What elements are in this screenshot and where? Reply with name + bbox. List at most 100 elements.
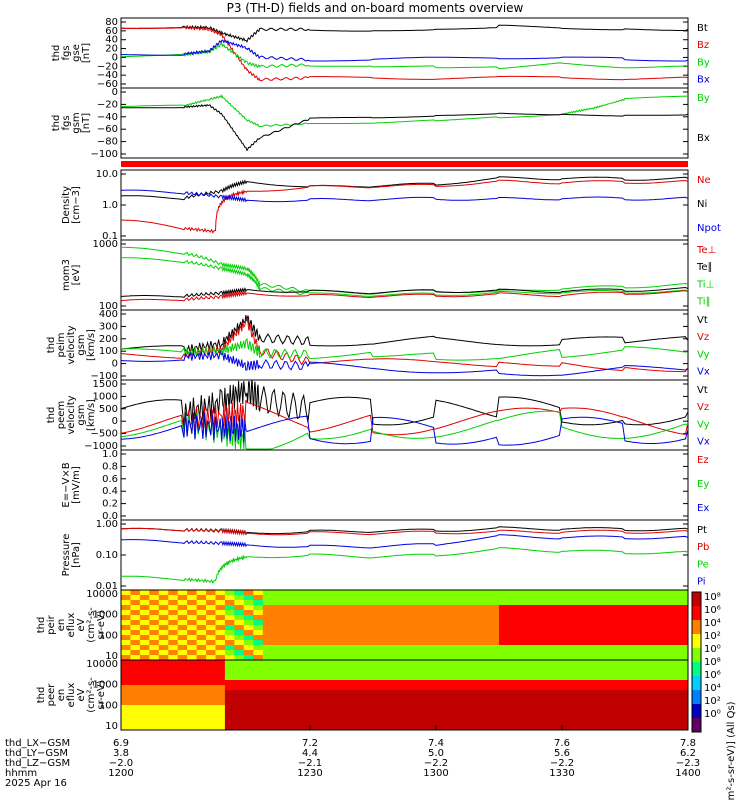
spectrogram-cell xyxy=(262,680,273,686)
spectrogram-cell xyxy=(669,700,679,706)
spectrogram-cell xyxy=(669,670,679,676)
spectrogram-cell xyxy=(215,640,226,646)
spectrogram-cell xyxy=(631,610,642,616)
spectrogram-cell xyxy=(432,675,443,681)
spectrogram-cell xyxy=(357,605,368,611)
spectrogram-cell xyxy=(187,655,197,661)
spectrogram-cell xyxy=(121,720,131,726)
spectrogram-cell xyxy=(385,685,396,691)
colorbar-cell xyxy=(692,676,701,679)
spectrogram-cell xyxy=(678,605,689,611)
series-Te∥ xyxy=(120,286,689,298)
spectrogram-cell xyxy=(593,625,604,631)
spectrogram-cell xyxy=(451,655,462,661)
spectrogram-cell xyxy=(385,715,396,721)
spectrogram-cell xyxy=(480,610,490,616)
spectrogram-cell xyxy=(338,605,349,611)
spectrogram-cell xyxy=(659,605,670,611)
spectrogram-cell xyxy=(612,635,623,641)
spectrogram-cell xyxy=(536,695,547,701)
spectrogram-cell xyxy=(385,600,396,606)
spectrogram-cell xyxy=(262,645,273,651)
spectrogram-cell xyxy=(584,710,594,716)
spectrogram-cell xyxy=(224,635,235,641)
spectrogram-cell xyxy=(650,610,661,616)
spectrogram-cell xyxy=(413,615,424,621)
spectrogram-cell xyxy=(319,605,330,611)
spectrogram-cell xyxy=(536,650,547,656)
legend-Ti∥: Ti∥ xyxy=(696,296,711,307)
spectrogram-cell xyxy=(565,660,575,666)
spectrogram-cell xyxy=(215,600,226,606)
spectrogram-cell xyxy=(640,705,651,711)
spectrogram-cell xyxy=(395,705,405,711)
spectrogram-cell xyxy=(395,605,405,611)
spectrogram-cell xyxy=(385,615,396,621)
spectrogram-cell xyxy=(574,635,585,641)
spectrogram-cell xyxy=(149,615,160,621)
x-row-label: thd_LX−GSM xyxy=(5,738,70,749)
spectrogram-cell xyxy=(640,615,651,621)
colorbar-cell xyxy=(692,644,701,647)
spectrogram-cell xyxy=(224,695,235,701)
spectrogram-cell xyxy=(593,720,604,726)
y-tick-label: −20 xyxy=(97,99,118,110)
spectrogram-cell xyxy=(319,710,330,716)
spectrogram-cell xyxy=(621,690,632,696)
spectrogram-cell xyxy=(357,650,368,656)
spectrogram-cell xyxy=(281,685,292,691)
series-Pb xyxy=(120,527,689,536)
colorbar-tick-label: 10⁴ xyxy=(704,618,721,629)
spectrogram-cell xyxy=(555,670,566,676)
y-tick-label: 0 xyxy=(112,87,118,98)
spectrogram-cell xyxy=(603,680,613,686)
spectrogram-cell xyxy=(206,630,216,636)
colorbar-cell xyxy=(692,636,701,639)
spectrogram-cell xyxy=(168,670,179,676)
spectrogram-cell xyxy=(603,690,613,696)
spectrogram-cell xyxy=(300,715,311,721)
spectrogram-cell xyxy=(357,655,368,661)
spectrogram-cell xyxy=(366,620,377,626)
spectrogram-cell xyxy=(291,665,301,671)
spectrogram-cell xyxy=(272,695,283,701)
spectrogram-cell xyxy=(149,720,160,726)
spectrogram-cell xyxy=(234,660,245,666)
spectrogram-cell xyxy=(640,640,651,646)
spectrogram-cell xyxy=(536,680,547,686)
spectrogram-cell xyxy=(621,695,632,701)
y-axis-label-line: (cm²-s- xyxy=(86,607,97,643)
spectrogram-cell xyxy=(272,605,283,611)
spectrogram-cell xyxy=(640,630,651,636)
spectrogram-cell xyxy=(215,660,226,666)
spectrogram-cell xyxy=(555,705,566,711)
spectrogram-cell xyxy=(669,610,679,616)
spectrogram-cell xyxy=(404,720,415,726)
spectrogram-cell xyxy=(319,595,330,601)
spectrogram-cell xyxy=(366,670,377,676)
spectrogram-cell xyxy=(508,625,519,631)
spectrogram-cell xyxy=(376,670,386,676)
spectrogram-cell xyxy=(224,685,235,691)
spectrogram-cell xyxy=(281,620,292,626)
colorbar-cell xyxy=(692,664,701,667)
colorbar-cell xyxy=(692,726,701,729)
spectrogram-cell xyxy=(650,715,661,721)
spectrogram-cell xyxy=(168,635,179,641)
spectrogram-cell xyxy=(546,650,557,656)
spectrogram-cell xyxy=(215,670,226,676)
spectrogram-cell xyxy=(319,625,330,631)
spectrogram-cell xyxy=(527,680,538,686)
spectrogram-cell xyxy=(432,700,443,706)
spectrogram-cell xyxy=(121,605,131,611)
series-Vt xyxy=(120,380,689,427)
spectrogram-cell xyxy=(470,715,481,721)
spectrogram-cell xyxy=(499,645,509,651)
colorbar-cell xyxy=(692,604,701,607)
spectrogram-cell xyxy=(432,630,443,636)
spectrogram-cell xyxy=(442,630,453,636)
spectrogram-cell xyxy=(404,635,415,641)
y-tick-label: 0.6 xyxy=(102,474,118,485)
spectrogram-cell xyxy=(470,620,481,626)
spectrogram-cell xyxy=(168,605,179,611)
